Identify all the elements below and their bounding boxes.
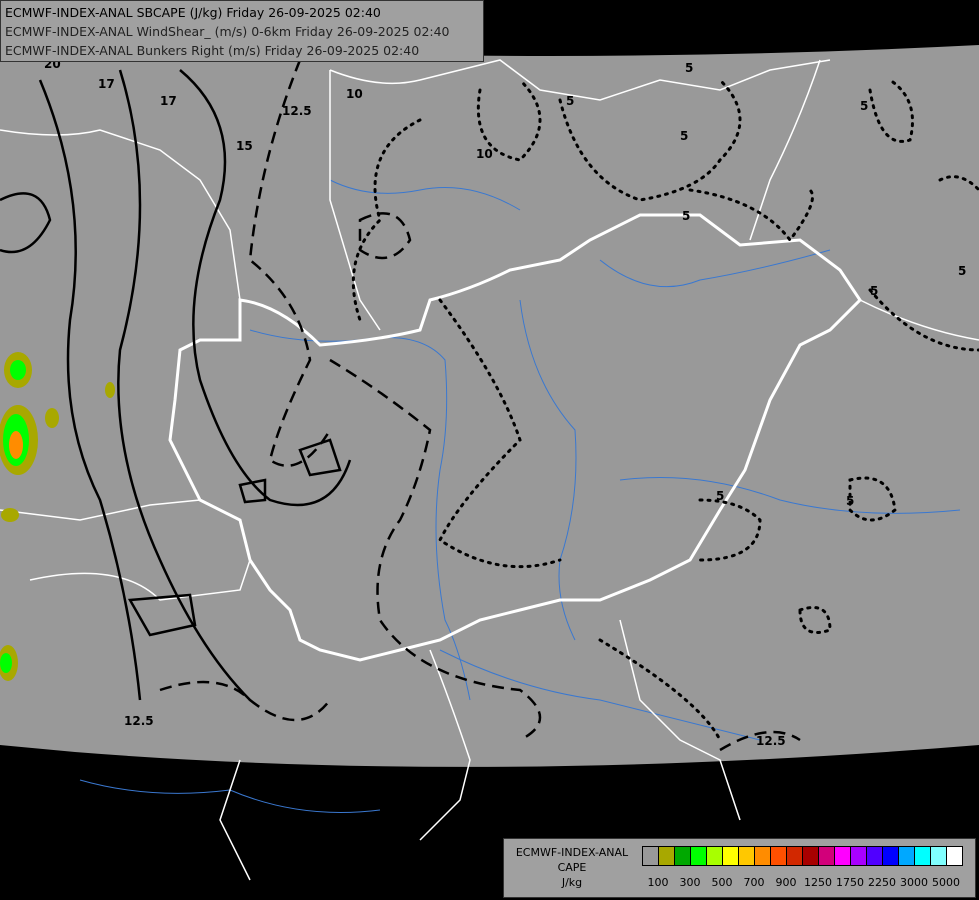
- title-bunkers: ECMWF-INDEX-ANAL Bunkers Right (m/s) Fri…: [5, 43, 420, 58]
- map-title-box: ECMWF-INDEX-ANAL SBCAPE (J/kg) Friday 26…: [0, 0, 484, 62]
- contour-label: 10: [346, 87, 363, 101]
- tick-label: 2250: [868, 876, 896, 889]
- color-swatch: [947, 847, 962, 865]
- color-swatch: [771, 847, 787, 865]
- color-swatch: [883, 847, 899, 865]
- title-sbcape: ECMWF-INDEX-ANAL SBCAPE (J/kg) Friday 26…: [5, 5, 381, 20]
- contour-labels: 20 17 17 15 12.5 10 10 5 5 5 5 5 5 5 5 1…: [44, 57, 966, 748]
- color-swatch: [739, 847, 755, 865]
- color-swatch: [803, 847, 819, 865]
- color-swatch: [819, 847, 835, 865]
- cape-shading: [0, 352, 115, 681]
- color-swatch: [643, 847, 659, 865]
- contour-label: 5: [682, 209, 690, 223]
- color-scale-ticks: 100 300 500 700 900 1250 1750 2250 3000 5000: [642, 872, 964, 892]
- legend-variable: CAPE: [557, 861, 587, 874]
- contour-label: 5: [566, 94, 574, 108]
- color-swatch: [755, 847, 771, 865]
- contour-label: 12.5: [756, 734, 786, 748]
- contour-label: 5: [685, 61, 693, 75]
- contour-label: 5: [870, 284, 878, 298]
- color-swatch: [675, 847, 691, 865]
- color-swatch: [915, 847, 931, 865]
- country-borders: [0, 59, 979, 881]
- tick-label: 100: [647, 876, 669, 889]
- color-swatch: [691, 847, 707, 865]
- contour-label: 5: [716, 489, 724, 503]
- color-swatch: [659, 847, 675, 865]
- color-swatch: [851, 847, 867, 865]
- contour-label: 15: [236, 139, 253, 153]
- tick-label: 1750: [836, 876, 864, 889]
- cape-legend: ECMWF-INDEX-ANAL CAPE J/kg 100 300 500 700 9…: [503, 838, 976, 898]
- legend-unit: J/kg: [561, 876, 583, 889]
- tick-label: 5000: [932, 876, 960, 889]
- bunkers-contours-dashed: [159, 59, 801, 752]
- tick-label: 900: [775, 876, 797, 889]
- contour-label: 12.5: [124, 714, 154, 728]
- tick-label: 1250: [804, 876, 832, 889]
- color-swatch: [899, 847, 915, 865]
- color-swatch: [867, 847, 883, 865]
- bunkers-contours-dotted: [351, 78, 979, 742]
- color-swatch: [931, 847, 947, 865]
- contour-label: 5: [846, 494, 854, 508]
- color-swatch: [723, 847, 739, 865]
- color-scale: [642, 846, 963, 866]
- contour-label: 5: [860, 99, 868, 113]
- color-swatch: [707, 847, 723, 865]
- tick-label: 500: [711, 876, 733, 889]
- legend-model: ECMWF-INDEX-ANAL: [515, 846, 629, 859]
- tick-label: 3000: [900, 876, 928, 889]
- title-windshear: ECMWF-INDEX-ANAL WindShear_ (m/s) 0-6km …: [5, 24, 450, 39]
- model-domain-area: [0, 38, 979, 767]
- contour-label: 17: [160, 94, 177, 108]
- contour-label: 17: [98, 77, 115, 91]
- windshear-contours: [0, 69, 352, 701]
- legend-title: ECMWF-INDEX-ANAL CAPE J/kg: [508, 845, 636, 890]
- color-swatch: [835, 847, 851, 865]
- contour-label: 12.5: [282, 104, 312, 118]
- color-swatch: [787, 847, 803, 865]
- tick-label: 300: [679, 876, 701, 889]
- tick-label: 700: [743, 876, 765, 889]
- contour-label: 10: [476, 147, 493, 161]
- contour-label: 5: [958, 264, 966, 278]
- contour-label: 5: [680, 129, 688, 143]
